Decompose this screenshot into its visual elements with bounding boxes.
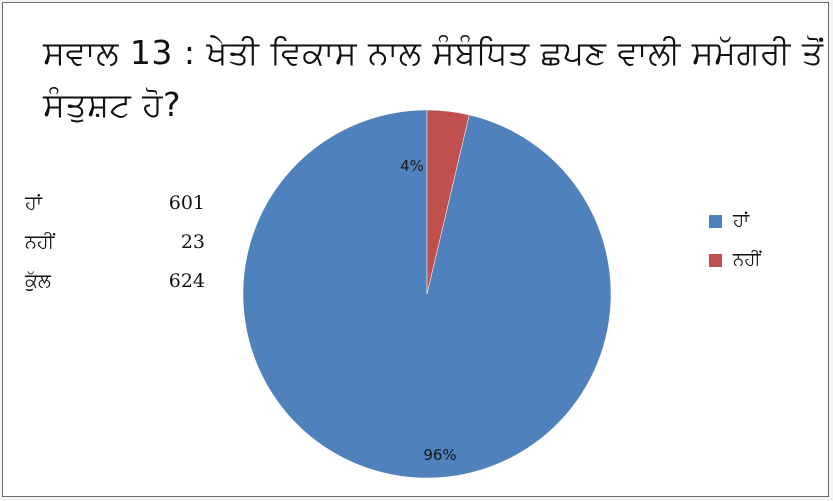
chart-title: ਸਵਾਲ 13 : ਖੇਤੀ ਵਿਕਾਸ ਨਾਲ ਸੰਬੰਧਿਤ ਛਪਣ ਵਾਲ…: [43, 33, 824, 124]
stat-label-no: ਨਹੀਂ: [25, 231, 55, 253]
stat-row-yes: ਹਾਂ 601: [25, 186, 205, 220]
legend-swatch-yes: [709, 215, 722, 228]
stat-row-no: ਨਹੀਂ 23: [25, 225, 205, 259]
stat-row-total: ਕੁੱਲ 624: [25, 264, 205, 298]
stat-value-yes: 601: [168, 192, 205, 214]
pie-slice-no: [426, 109, 470, 295]
pie-chart: 96% 4%: [242, 109, 612, 479]
stat-value-total: 624: [168, 270, 205, 292]
legend-swatch-no: [709, 254, 722, 267]
stat-label-total: ਕੁੱਲ: [25, 270, 51, 292]
legend-label-yes: ਹਾਂ: [733, 210, 750, 231]
stat-value-no: 23: [180, 231, 205, 253]
slice-label-no: 4%: [400, 157, 424, 175]
stat-label-yes: ਹਾਂ: [25, 192, 43, 214]
legend-label-no: ਨਹੀਂ: [733, 249, 761, 270]
slice-label-yes: 96%: [423, 446, 456, 464]
